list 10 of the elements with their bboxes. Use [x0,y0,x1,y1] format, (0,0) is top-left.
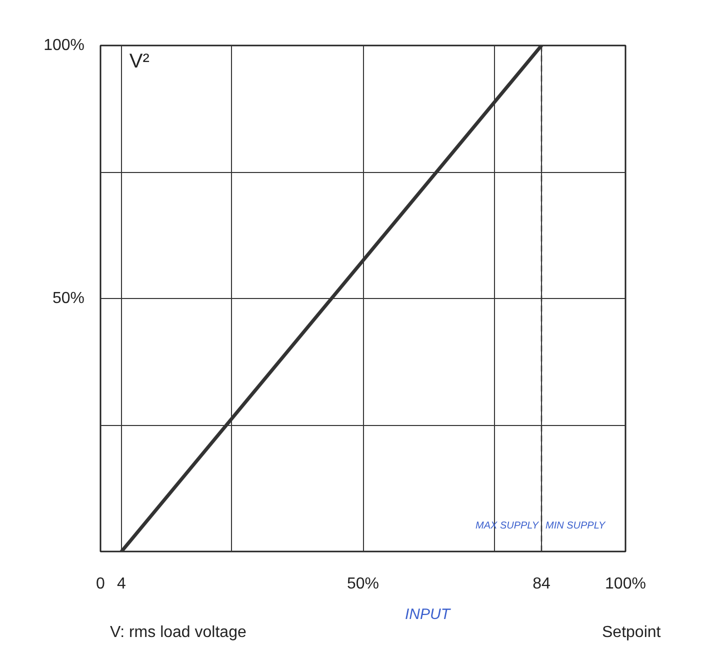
x-tick-label: 84 [532,576,550,592]
x-axis-title: V: rms load voltage [110,623,246,643]
x-tick-label: 50% [346,576,380,592]
x-tick-label: 4 [117,576,126,592]
y-axis-title: V² [129,50,150,73]
x-tick-label: 100% [605,576,646,592]
x-tick-label: 0 [96,576,106,592]
text: INPUT [405,605,450,625]
text: Setpoint [602,623,661,643]
annotation: MIN SUPPLY [546,520,606,532]
